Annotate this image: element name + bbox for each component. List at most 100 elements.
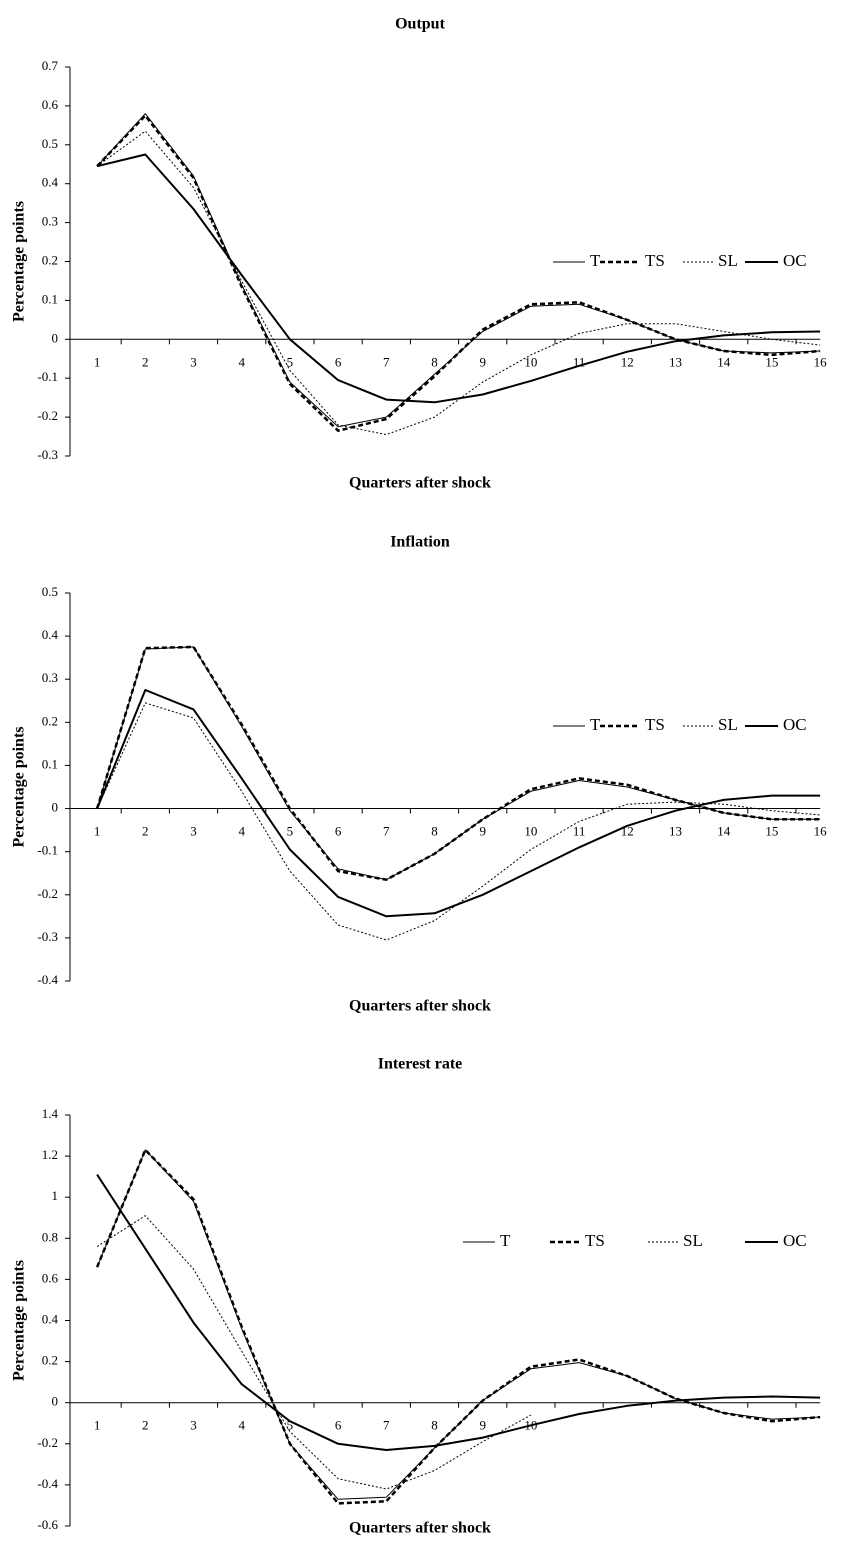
legend-label: T [590, 715, 601, 734]
y-tick-label: 0.4 [42, 1311, 59, 1326]
y-tick-label: 0.1 [42, 756, 58, 771]
legend-label: T [500, 1231, 511, 1250]
series-line [96, 1149, 821, 1500]
x-tick-label: 3 [190, 1418, 197, 1433]
panel: Interest rate Quarters after shock Percent… [11, 1056, 821, 1537]
x-tick-label: 8 [431, 824, 438, 839]
x-tick-label: 11 [573, 824, 586, 839]
y-tick-label: 0.2 [42, 1353, 58, 1368]
y-tick-label: 0.3 [42, 214, 58, 229]
x-tick-label: 1 [94, 824, 101, 839]
y-tick-label: 0.4 [42, 627, 59, 642]
legend-label: OC [783, 1231, 807, 1250]
title: Interest rate [378, 1056, 463, 1073]
x-tick-label: 6 [335, 824, 342, 839]
series-line [96, 689, 821, 918]
x-tick-label: 7 [383, 824, 390, 839]
title: Output [395, 16, 445, 33]
y-tick-label: 0.7 [42, 58, 59, 73]
x-tick-label: 14 [717, 354, 731, 369]
panel: Inflation Quarters after shock Percentage … [11, 534, 827, 1015]
x-tick-label: 7 [383, 354, 390, 369]
legend-label: TS [585, 1231, 605, 1250]
series-line [96, 153, 821, 404]
axis-title: Percentage points [11, 201, 28, 322]
legend-label: SL [718, 715, 738, 734]
y-tick-label: -0.2 [37, 408, 58, 423]
y-tick-label: -0.1 [37, 843, 58, 858]
x-tick-label: 2 [142, 354, 149, 369]
y-tick-label: 0.8 [42, 1229, 58, 1244]
x-tick-label: 4 [238, 824, 245, 839]
x-tick-label: 8 [431, 1418, 438, 1433]
x-tick-label: 14 [717, 824, 731, 839]
axis-title: Quarters after shock [349, 1520, 491, 1537]
x-tick-label: 1 [94, 1418, 101, 1433]
x-tick-label: 13 [669, 354, 682, 369]
x-tick-label: 4 [238, 354, 245, 369]
legend-label: TS [645, 715, 665, 734]
legend-label: TS [645, 251, 665, 270]
y-tick-label: 0.6 [42, 97, 59, 112]
x-tick-label: 15 [765, 824, 778, 839]
x-tick-label: 10 [524, 354, 537, 369]
axis-title: Percentage points [11, 1260, 28, 1381]
axis-title: Quarters after shock [349, 998, 491, 1015]
y-tick-label: -0.4 [37, 1476, 58, 1491]
axis-title: Percentage points [11, 726, 28, 847]
x-tick-label: 2 [142, 1418, 149, 1433]
y-tick-label: 0 [52, 330, 59, 345]
y-tick-label: 0.2 [42, 713, 58, 728]
title: Inflation [390, 534, 450, 551]
y-tick-label: 0.3 [42, 670, 58, 685]
y-tick-label: 0.5 [42, 584, 58, 599]
y-tick-label: 1.4 [42, 1106, 59, 1121]
y-tick-label: -0.1 [37, 369, 58, 384]
y-tick-label: -0.2 [37, 886, 58, 901]
x-tick-label: 1 [94, 354, 101, 369]
y-tick-label: 0.1 [42, 291, 58, 306]
x-tick-label: 4 [238, 1418, 245, 1433]
legend-label: OC [783, 251, 807, 270]
x-tick-label: 9 [479, 1418, 486, 1433]
y-tick-label: 0 [52, 800, 59, 815]
x-tick-label: 6 [335, 354, 342, 369]
y-tick-label: -0.3 [37, 929, 58, 944]
series-line [96, 130, 821, 436]
x-tick-label: 3 [190, 354, 197, 369]
legend-label: SL [718, 251, 738, 270]
legend-label: OC [783, 715, 807, 734]
legend-label: T [590, 251, 601, 270]
y-tick-label: 0.2 [42, 252, 58, 267]
series-line [95, 1148, 821, 1505]
y-tick-label: 0.6 [42, 1270, 59, 1285]
series-line [95, 645, 821, 881]
y-tick-label: -0.3 [37, 447, 58, 462]
x-tick-label: 9 [479, 824, 486, 839]
x-tick-label: 13 [669, 824, 682, 839]
x-tick-label: 10 [524, 824, 537, 839]
x-tick-label: 16 [814, 354, 828, 369]
x-tick-label: 16 [814, 824, 828, 839]
y-tick-label: 1 [52, 1188, 59, 1203]
x-tick-label: 5 [287, 824, 294, 839]
y-tick-label: -0.6 [37, 1517, 58, 1532]
x-tick-label: 5 [287, 354, 294, 369]
x-tick-label: 8 [431, 354, 438, 369]
y-tick-label: -0.2 [37, 1435, 58, 1450]
axis-title: Quarters after shock [349, 475, 491, 492]
y-tick-label: 1.2 [42, 1147, 58, 1162]
series-line [96, 1174, 821, 1451]
x-tick-label: 6 [335, 1418, 342, 1433]
x-tick-label: 15 [765, 354, 778, 369]
x-tick-label: 7 [383, 1418, 390, 1433]
x-tick-label: 3 [190, 824, 197, 839]
series-line [96, 113, 821, 428]
series-line [96, 646, 821, 881]
x-tick-label: 5 [287, 1418, 294, 1433]
y-tick-label: 0.4 [42, 175, 59, 190]
series-line [96, 1215, 532, 1490]
y-tick-label: 0.5 [42, 136, 58, 151]
legend-label: SL [683, 1231, 703, 1250]
